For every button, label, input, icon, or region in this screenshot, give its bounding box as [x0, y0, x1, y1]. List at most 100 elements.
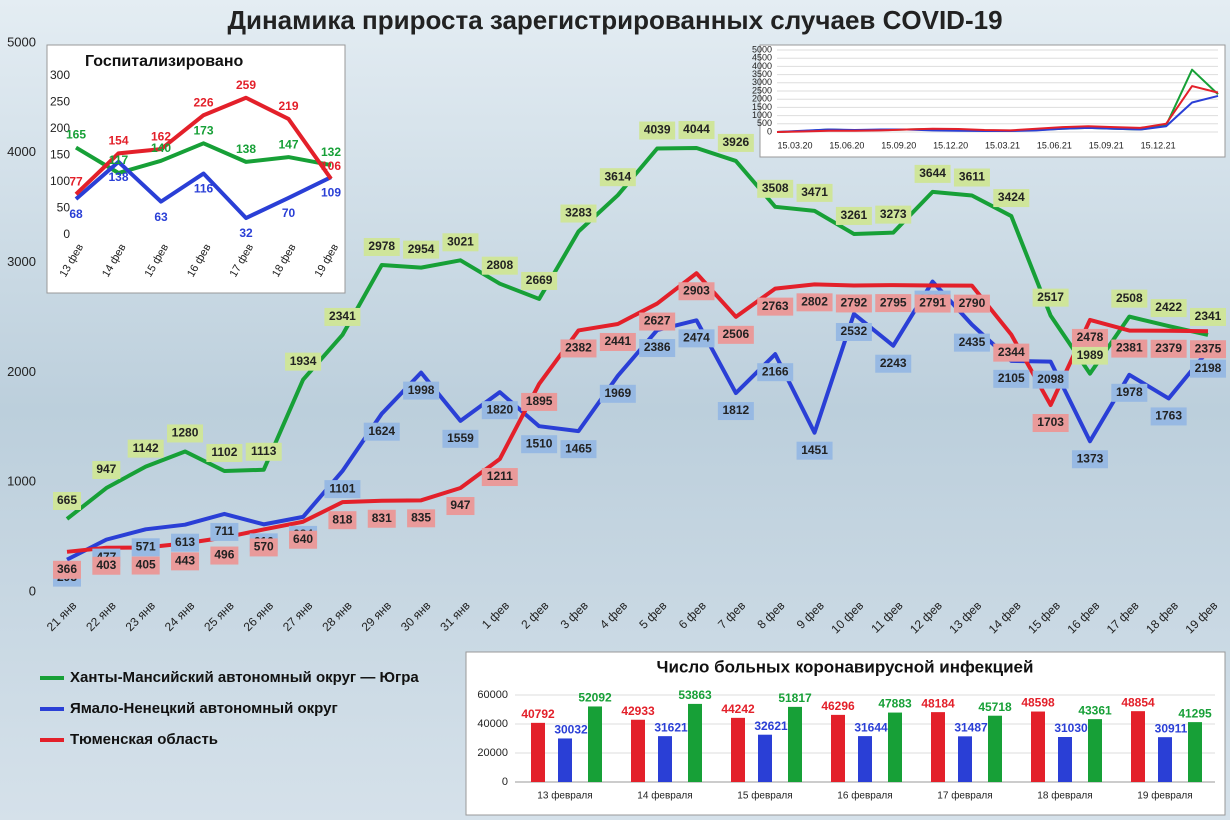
x-tick-label: 15.09.21 [1089, 140, 1124, 150]
label-bg [1190, 307, 1226, 326]
label-bg [363, 238, 400, 257]
data-label: 2375 [1195, 341, 1222, 355]
inset-panel [46, 44, 346, 294]
label-bg [53, 560, 81, 579]
bar [988, 715, 1002, 782]
x-tick-label: 15.03.20 [777, 140, 812, 150]
x-tick-label: 13 февраля [537, 790, 592, 802]
y-tick-label: 1000 [7, 474, 36, 489]
data-label: 2474 [683, 331, 710, 345]
data-label: 831 [372, 511, 392, 525]
label-bg [92, 556, 121, 575]
y-tick-label: 5000 [752, 44, 772, 54]
line [776, 85, 1219, 133]
data-label: 3273 [880, 207, 907, 221]
line [65, 145, 1209, 521]
data-label: 2386 [644, 340, 671, 354]
label-bg [442, 233, 479, 252]
data-label: 45718 [978, 700, 1012, 714]
data-label: 2532 [841, 324, 868, 338]
data-label: 2790 [959, 296, 986, 310]
label-bg [639, 312, 676, 331]
x-tick-label: 17 февраля [937, 790, 992, 802]
data-label: 3471 [801, 185, 828, 199]
bar [631, 719, 645, 782]
y-tick-label: 3500 [752, 69, 772, 79]
data-label: 2763 [762, 299, 789, 313]
label-bg [481, 401, 518, 420]
data-label: 405 [136, 558, 156, 572]
data-label: 40792 [521, 707, 555, 721]
label-bg [953, 168, 990, 187]
data-label: 2517 [1037, 290, 1064, 304]
data-label: 2506 [723, 327, 750, 341]
bar [888, 712, 902, 782]
data-label: 173 [193, 123, 213, 137]
label-bg [560, 339, 597, 358]
label-bg [678, 120, 715, 139]
label-bg [324, 307, 361, 326]
bar [758, 734, 772, 782]
data-label: 106 [321, 159, 341, 173]
y-tick-label: 5000 [7, 34, 36, 49]
data-label: 259 [236, 78, 256, 92]
data-label: 2791 [919, 296, 946, 310]
data-label: 4044 [683, 122, 710, 136]
data-label: 140 [151, 141, 171, 155]
label-bg [363, 422, 400, 441]
label-bg [599, 168, 636, 187]
data-label: 3283 [565, 206, 592, 220]
data-label: 30911 [1155, 721, 1188, 735]
y-tick-label: 200 [50, 121, 70, 135]
data-label: 1895 [526, 394, 553, 408]
data-label: 2341 [329, 309, 356, 323]
y-tick-label: 0 [29, 583, 36, 598]
data-label: 1280 [172, 426, 199, 440]
data-label: 1113 [251, 444, 277, 458]
data-label: 2808 [486, 258, 513, 272]
data-label: 1969 [604, 386, 631, 400]
label-bg [993, 369, 1030, 388]
label-bg [875, 294, 912, 313]
y-tick-label: 1000 [752, 110, 772, 120]
label-bg [993, 189, 1030, 208]
label-bg [1032, 414, 1069, 433]
x-tick-label: 15.06.21 [1037, 140, 1072, 150]
data-label: 2478 [1077, 330, 1104, 344]
bar [588, 706, 602, 782]
label-bg [131, 556, 160, 575]
label-bg [1111, 289, 1148, 308]
data-label: 1812 [723, 403, 750, 417]
label-bg [717, 133, 754, 152]
y-tick-label: 300 [50, 68, 70, 82]
data-label: 818 [332, 512, 352, 526]
data-label: 3614 [604, 169, 631, 183]
data-label: 63 [154, 210, 168, 224]
data-label: 2508 [1116, 291, 1143, 305]
label-bg [639, 339, 676, 358]
data-label: 2978 [368, 239, 395, 253]
data-label: 2669 [526, 273, 553, 287]
label-bg [249, 538, 278, 557]
data-label: 51817 [778, 691, 812, 705]
data-label: 31621 [654, 720, 688, 734]
label-bg [1150, 339, 1187, 358]
overview-panel [759, 44, 1226, 158]
data-label: 2344 [998, 345, 1025, 359]
data-label: 1465 [565, 441, 592, 455]
data-label: 947 [96, 462, 116, 476]
label-bg [1071, 450, 1108, 469]
y-tick-label: 4000 [752, 61, 772, 71]
y-tick-label: 250 [50, 95, 70, 109]
y-tick-label: 2500 [752, 85, 772, 95]
x-tick-label: 15.06.20 [829, 140, 864, 150]
label-bg [481, 468, 518, 487]
y-tick-label: 2000 [7, 364, 36, 379]
label-bg [127, 439, 164, 458]
label-bg [53, 491, 81, 510]
data-label: 2382 [565, 341, 592, 355]
data-label: 947 [450, 498, 470, 512]
bar [531, 722, 545, 782]
y-tick-label: 3000 [752, 77, 772, 87]
y-tick-label: 50 [57, 201, 71, 215]
